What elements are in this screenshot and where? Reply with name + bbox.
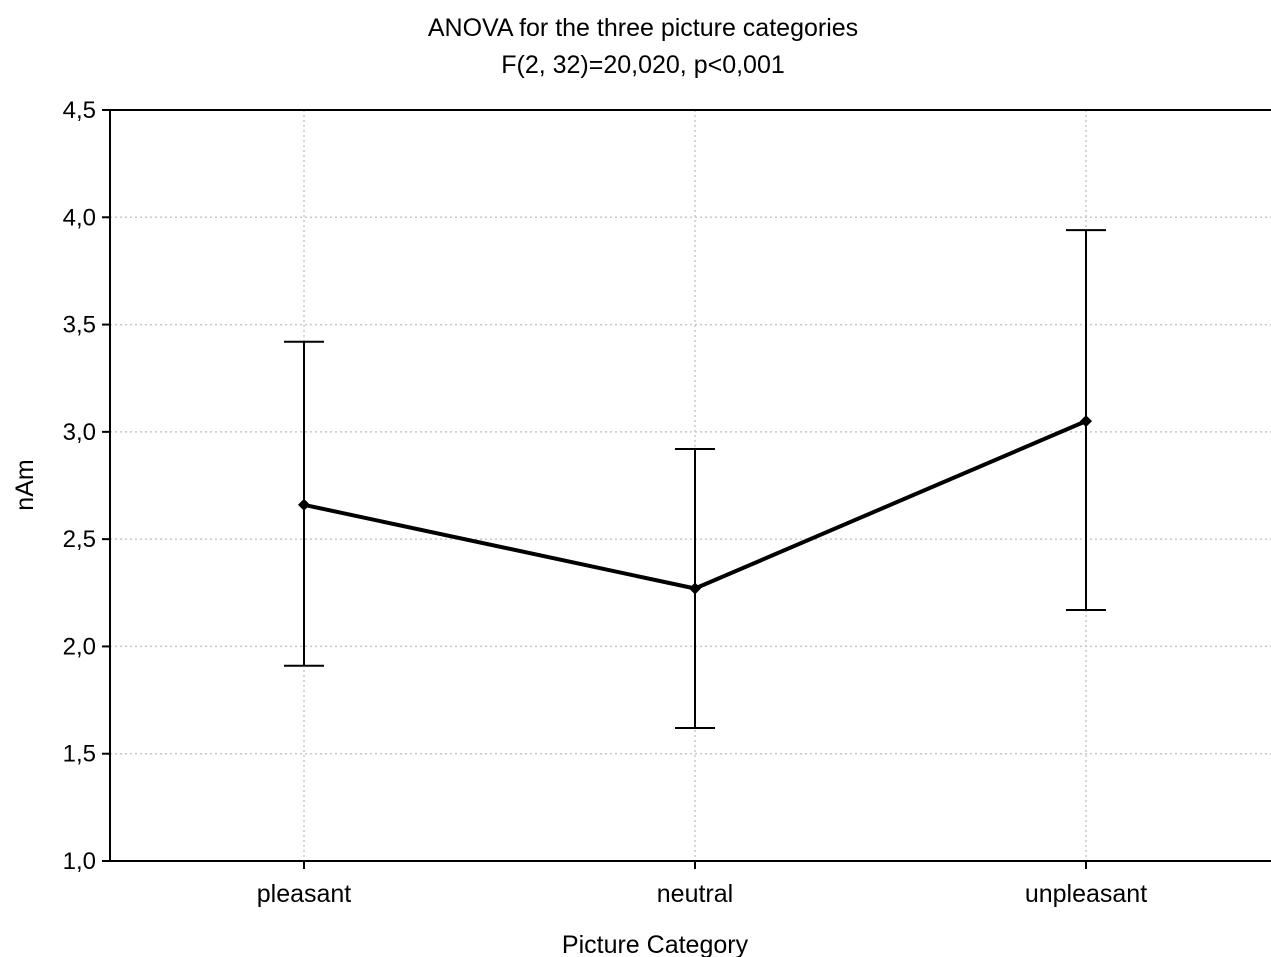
chart-title: ANOVA for the three picture categories xyxy=(428,14,858,42)
x-tick-label-pleasant: pleasant xyxy=(257,880,352,908)
x-axis-label: Picture Category xyxy=(562,931,749,957)
y-tick-label: 4,5 xyxy=(63,97,96,124)
x-tick-label-unpleasant: unpleasant xyxy=(1025,880,1147,908)
data-point-neutral xyxy=(689,582,701,595)
y-axis-ticks: 1,0 1,5 2,0 2,5 3,0 3,5 4,0 4,5 xyxy=(63,97,110,875)
y-tick-label: 4,0 xyxy=(63,204,96,231)
y-tick-label: 2,0 xyxy=(63,633,96,660)
y-tick-label: 3,0 xyxy=(63,419,96,446)
grid xyxy=(110,110,1271,861)
chart-subtitle: F(2, 32)=20,020, p<0,001 xyxy=(501,51,785,79)
series xyxy=(298,415,1092,595)
data-point-unpleasant xyxy=(1080,415,1092,428)
y-tick-label: 1,5 xyxy=(63,741,96,768)
plot-frame xyxy=(109,109,1271,862)
x-tick-label-neutral: neutral xyxy=(657,880,733,908)
x-axis-categories: pleasant neutral unpleasant xyxy=(257,861,1147,908)
y-tick-label: 2,5 xyxy=(63,526,96,553)
y-tick-label: 3,5 xyxy=(63,312,96,339)
error-bars xyxy=(284,229,1106,729)
y-tick-label: 1,0 xyxy=(63,848,96,875)
data-point-pleasant xyxy=(298,498,310,511)
y-axis-label: nAm xyxy=(11,459,39,510)
